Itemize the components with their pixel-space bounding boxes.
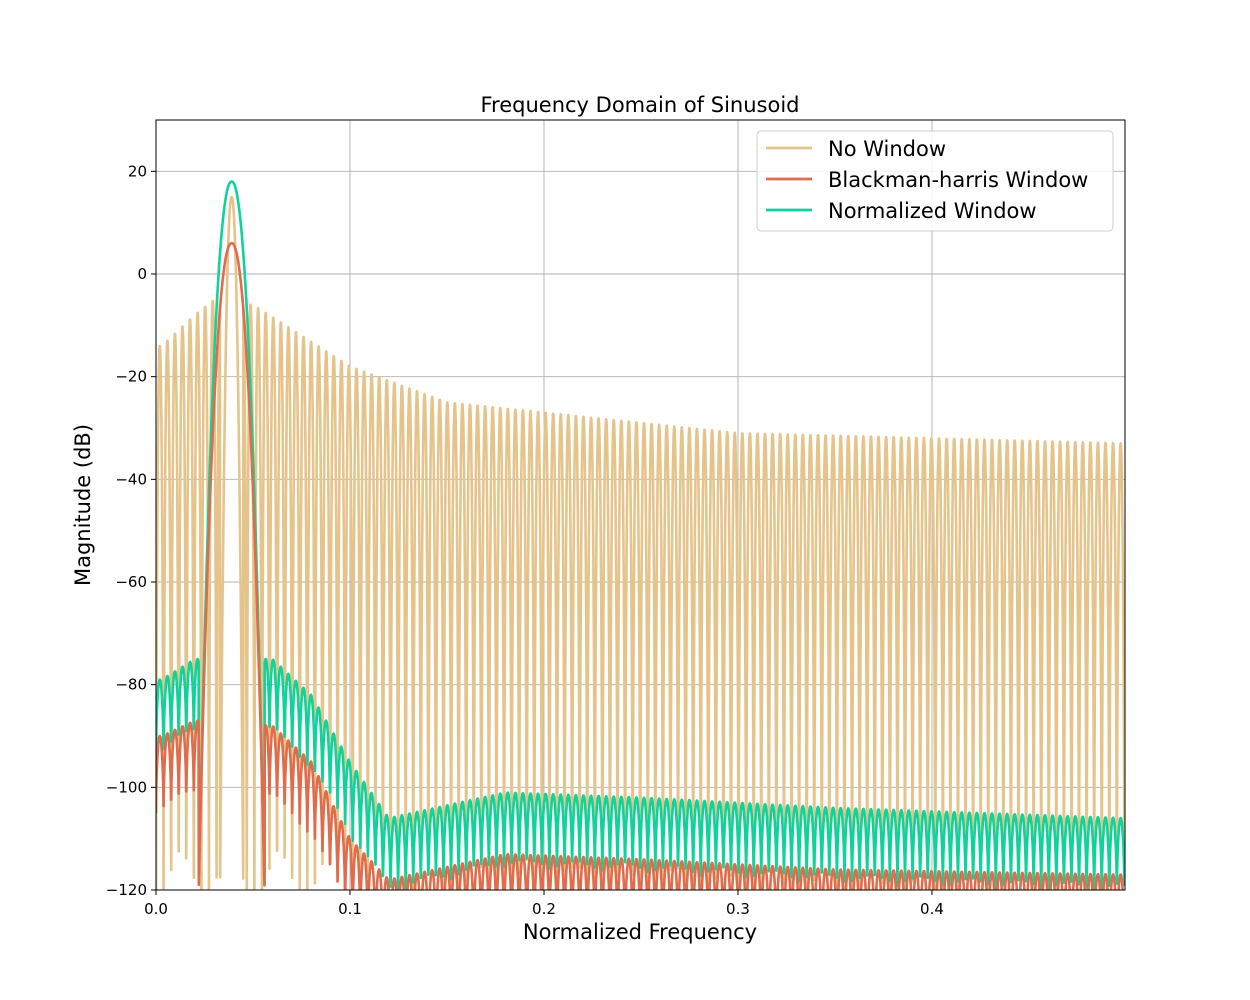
y-tick-label: −120 — [106, 881, 147, 899]
x-tick-label: 0.0 — [144, 900, 168, 918]
y-axis-label: Magnitude (dB) — [71, 424, 95, 586]
series-line — [156, 195, 1125, 890]
x-tick-label: 0.1 — [338, 900, 362, 918]
y-ticks: −120 −100 −80 −60 −40 −20 0 20 — [106, 162, 156, 899]
x-tick-label: 0.2 — [532, 900, 556, 918]
x-ticks: 0.0 0.1 0.2 0.3 0.4 — [144, 890, 944, 918]
legend-label: Blackman-harris Window — [828, 168, 1088, 192]
y-tick-label: −60 — [115, 573, 147, 591]
y-tick-label: −40 — [115, 470, 147, 488]
series-line — [156, 241, 1124, 890]
legend-label: Normalized Window — [828, 199, 1037, 223]
y-tick-label: −80 — [115, 676, 147, 694]
series-line — [156, 180, 1125, 890]
series-layer — [156, 180, 1125, 890]
legend: No Window Blackman-harris Window Normalize… — [756, 130, 1114, 232]
y-tick-label: 0 — [137, 265, 147, 283]
plot-frame — [155, 119, 1126, 891]
legend-box — [756, 130, 1114, 232]
x-tick-label: 0.4 — [920, 900, 944, 918]
chart-title: Frequency Domain of Sinusoid — [481, 93, 800, 117]
y-tick-label: −100 — [106, 778, 147, 796]
legend-label: No Window — [828, 137, 946, 161]
x-axis-label: Normalized Frequency — [523, 920, 757, 944]
y-tick-label: −20 — [115, 368, 147, 386]
y-tick-label: 20 — [128, 162, 147, 180]
x-tick-label: 0.3 — [726, 900, 750, 918]
